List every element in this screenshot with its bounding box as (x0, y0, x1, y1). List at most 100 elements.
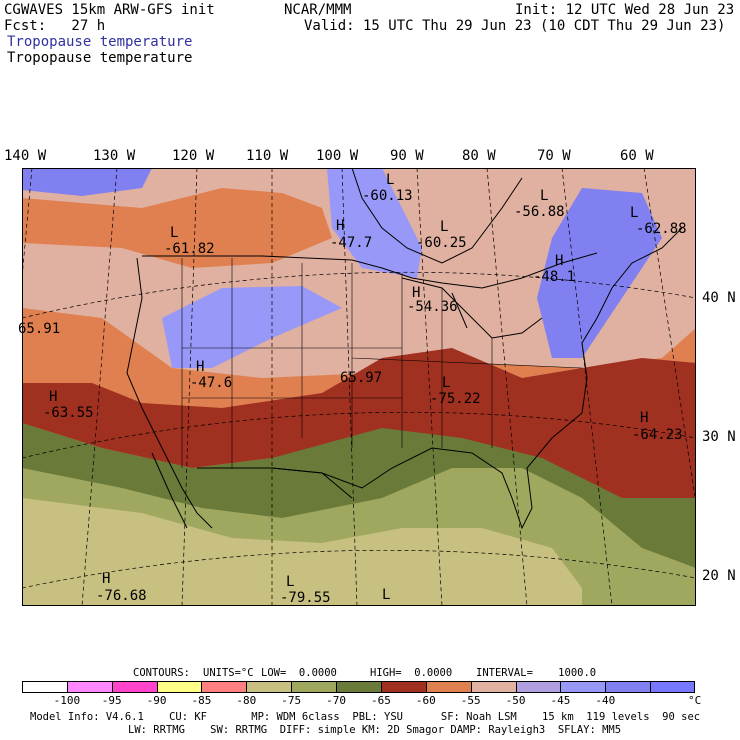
colorbar-segment (66, 681, 113, 693)
band-orange-north (22, 188, 332, 268)
map-label-type: L (442, 375, 451, 391)
map-label-value: 65.91 (18, 321, 61, 337)
map-label-value: -60.13 (362, 188, 413, 204)
map-label-value: -47.7 (330, 235, 373, 251)
us-canada-border (142, 252, 598, 289)
map-label-type: L (286, 574, 295, 590)
forecast-hour: Fcst: 27 h (4, 18, 106, 34)
lon-label-80w: 80 W (462, 148, 496, 164)
band-blue-central (162, 286, 342, 368)
colorbar-segment (111, 681, 158, 693)
map-label-type: L (630, 205, 639, 221)
model-info-line2: LW: RRTMG SW: RRTMG DIFF: simple KM: 2D … (128, 724, 622, 736)
lat-label-20n: 20 N (702, 568, 736, 584)
high-label: HIGH= 0.0000 (370, 667, 453, 679)
lon-label-70w: 70 W (537, 148, 571, 164)
state-lines (181, 258, 583, 468)
colorbar-tick-label: -95 (101, 694, 122, 707)
coastline-west (126, 257, 213, 529)
map-label-type: H (102, 571, 111, 587)
colorbar-tick-label: -85 (191, 694, 212, 707)
lon-label-120w: 120 W (172, 148, 215, 164)
colorbar-segment (380, 681, 427, 693)
colorbar-tick-label: -50 (505, 694, 526, 707)
field-title-shaded: Tropopause temperature (7, 34, 193, 50)
lon-label-140w: 140 W (4, 148, 47, 164)
lat-label-40n: 40 N (702, 290, 736, 306)
model-title: CGWAVES 15km ARW-GFS init (4, 2, 215, 18)
map-label-value: -76.68 (96, 588, 147, 604)
colorbar-segment (560, 681, 606, 693)
colorbar-segment (470, 681, 517, 693)
us-mexico-border (197, 467, 353, 499)
colorbar-segment (201, 681, 247, 693)
map-label-type: L (540, 188, 549, 204)
map-label-value: -47.6 (190, 375, 233, 391)
colorbar-tick-label: -70 (326, 694, 346, 707)
field-title-contour: Tropopause temperature (7, 50, 193, 66)
colorbar-segment (425, 681, 472, 693)
map-label-value: -62.88 (636, 221, 687, 237)
map-label-value: -64.23 (632, 427, 683, 443)
gulf-coast (212, 412, 583, 530)
tropopause-temperature-map (22, 168, 696, 606)
colorbar-tick-label: -75 (281, 694, 302, 707)
map-label-type: L (170, 225, 179, 241)
map-label-value: -60.25 (416, 235, 467, 251)
colorbar-segment (515, 681, 561, 693)
colorbar-tick-label: -90 (146, 694, 167, 707)
colorbar-tick-label: -80 (236, 694, 257, 707)
lat-label-30n: 30 N (702, 429, 736, 445)
valid-time: Valid: 15 UTC Thu 29 Jun 23 (10 CDT Thu … (304, 18, 726, 34)
colorbar-tick-label: -45 (550, 694, 571, 707)
colorbar-segment (605, 681, 651, 693)
colorbar (22, 681, 696, 693)
low-label: LOW= 0.0000 (261, 667, 337, 679)
lon-label-100w: 100 W (316, 148, 359, 164)
band-blue-east (537, 188, 662, 358)
map-label-type: H (196, 359, 205, 375)
map-label-value: -48.1 (533, 269, 576, 285)
colorbar-tick-label: -55 (460, 694, 481, 707)
hudson-bay-coast (351, 168, 523, 264)
band-blue-northcentral (327, 168, 422, 278)
colorbar-tick-label: -65 (370, 694, 391, 707)
colorbar-tick-label: -60 (415, 694, 436, 707)
lon-label-90w: 90 W (390, 148, 424, 164)
colorbar-segment (291, 681, 337, 693)
colorbar-segment (246, 681, 292, 693)
colorbar-unit: °C (688, 694, 702, 707)
map-label-type: H (412, 285, 421, 301)
init-time: Init: 12 UTC Wed 28 Jun 23 (515, 2, 735, 18)
model-info-line1: Model Info: V4.6.1 CU: KF MP: WDM 6class… (30, 711, 701, 723)
map-label-value: -54.36 (407, 299, 458, 315)
great-lakes (401, 277, 543, 339)
map-label-type: H (555, 253, 564, 269)
band-blue-nw (22, 168, 152, 196)
colorbar-segment (336, 681, 382, 693)
lon-label-130w: 130 W (93, 148, 136, 164)
lon-label-110w: 110 W (246, 148, 289, 164)
colorbar-tick-label: -100 (53, 694, 81, 707)
map-label-type: L (440, 219, 449, 235)
units-label: UNITS=°C (203, 667, 254, 679)
east-coast (581, 227, 683, 414)
map-label-type: L (382, 587, 391, 603)
map-label-value: -61.82 (164, 241, 215, 257)
colorbar-tick-label: -40 (595, 694, 616, 707)
colorbar-segment (156, 681, 202, 693)
colorbar-segment (650, 681, 696, 693)
producer-label: NCAR/MMM (284, 2, 352, 18)
graticule (22, 168, 696, 606)
contours-label: CONTOURS: (133, 667, 190, 679)
map-label-value: -63.55 (43, 405, 94, 421)
map-label-value: -79.55 (280, 590, 331, 606)
map-label-type: H (49, 389, 58, 405)
map-label-value: 65.97 (340, 370, 383, 386)
map-label-type: L (386, 172, 395, 188)
colorbar-segment (22, 681, 68, 693)
map-label-type: H (640, 410, 649, 426)
interval-label: INTERVAL= 1000.0 (476, 667, 597, 679)
map-label-value: -75.22 (430, 391, 481, 407)
lon-label-60w: 60 W (620, 148, 654, 164)
